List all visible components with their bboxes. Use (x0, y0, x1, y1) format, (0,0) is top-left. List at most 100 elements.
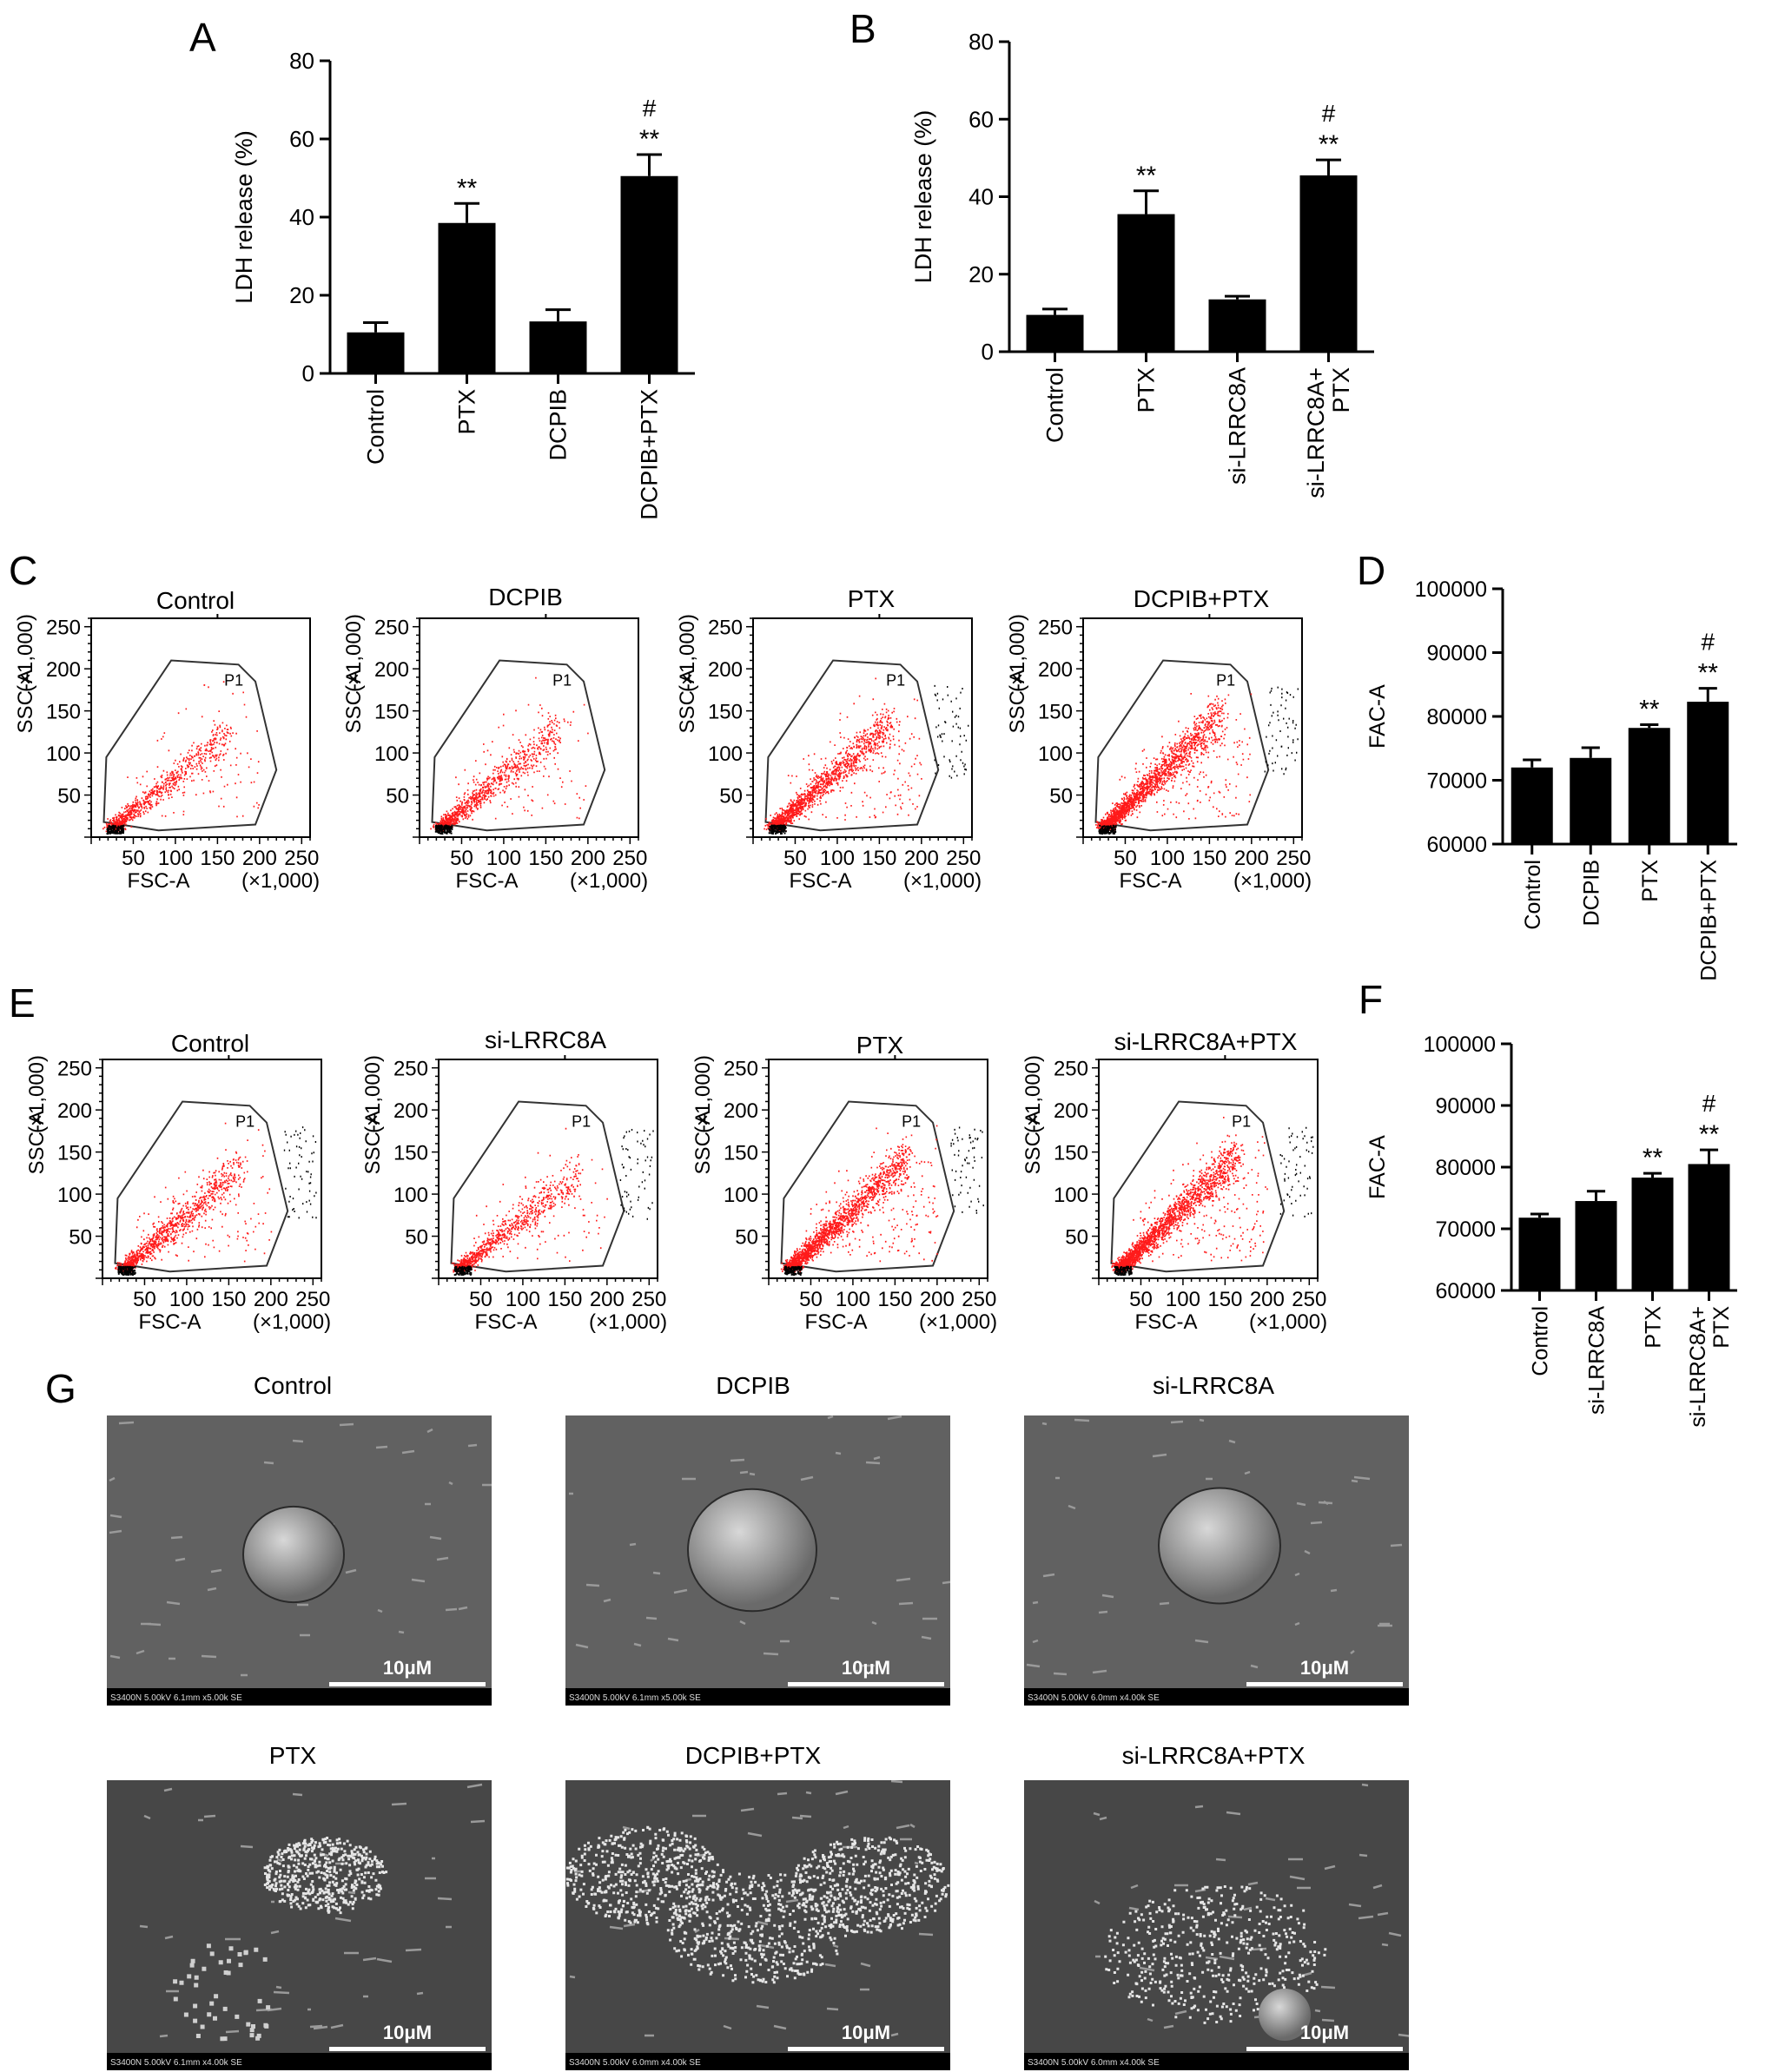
y-tick-label: 150 (46, 701, 81, 724)
y-tick-label: 100 (708, 742, 743, 766)
x-tick-label: 150 (211, 1288, 246, 1311)
gate-label: P1 (235, 1113, 255, 1131)
bar (620, 175, 678, 373)
sem-small-particles (173, 1943, 271, 2042)
sem-scale-label: 10μM (383, 2022, 432, 2043)
x-tick-label-group: si-LRRC8A (1225, 367, 1251, 485)
flow-plot-e-2: 50 100 150 200 250 50 100 150 200 250 FSC-A (×1,000… (361, 1055, 667, 1334)
gate-label: P1 (886, 672, 905, 690)
y-tick-label: 50 (1049, 785, 1073, 808)
x-tick-label: 200 (920, 1288, 955, 1311)
panel-letter-c: C (9, 548, 38, 593)
x-tick-label: 100 (1166, 1288, 1200, 1311)
flow-e-title-4: si-LRRC8A+PTX (1114, 1028, 1298, 1055)
y-axis-unit: (×1,000) (361, 1055, 385, 1133)
x-tick-label: PTX (454, 389, 480, 435)
y-axis-label: SSC-A (25, 1111, 49, 1174)
y-tick-label: 200 (1054, 1099, 1088, 1123)
y-tick-label: 250 (708, 617, 743, 640)
hash-marker: # (643, 95, 657, 122)
x-tick-label: DCPIB+PTX (637, 389, 663, 520)
x-axis-label: FSC-A (139, 1310, 202, 1334)
gate-p1 (764, 659, 940, 832)
x-axis-label: FSC-A (128, 869, 190, 893)
y-tick-label: 50 (386, 785, 409, 808)
bar (1688, 1164, 1730, 1290)
x-tick-label: 200 (1234, 847, 1269, 870)
significance-marker: ** (1699, 1120, 1720, 1149)
x-tick-label: 50 (122, 847, 145, 870)
scatter-points-ungated (1114, 1126, 1314, 1277)
sem-info-bar (565, 1688, 950, 1706)
x-tick-label: 50 (469, 1288, 492, 1311)
x-tick-label: 200 (254, 1288, 288, 1311)
scatter-points-gated (102, 681, 260, 833)
x-tick-label: 50 (783, 847, 807, 870)
gate-p1 (114, 1100, 289, 1273)
y-tick-label: 60000 (1435, 1279, 1496, 1303)
x-axis-unit: (×1,000) (241, 869, 320, 893)
y-tick-label: 250 (1038, 617, 1073, 640)
y-axis-unit: (×1,000) (14, 614, 37, 692)
x-tick-label-group: si-LRRC8A (1585, 1306, 1610, 1415)
significance-marker: ** (1639, 696, 1660, 724)
flow-c-title-3: PTX (847, 585, 896, 612)
gate-label: P1 (224, 672, 243, 690)
x-axis-unit: (×1,000) (253, 1310, 331, 1334)
y-tick-label: 100 (57, 1184, 92, 1207)
hash-marker: # (1701, 629, 1715, 656)
x-tick-label: 100 (836, 1288, 870, 1311)
flow-e-title-3: PTX (856, 1032, 904, 1059)
x-axis-label: FSC-A (475, 1310, 538, 1334)
x-axis-label: FSC-A (456, 869, 519, 893)
y-axis-unit: (×1,000) (25, 1055, 49, 1133)
y-tick-label: 40 (289, 204, 314, 230)
sem-cell (1158, 1487, 1281, 1605)
significance-marker: ** (1643, 1144, 1663, 1172)
x-tick-label: si-LRRC8A (1585, 1306, 1610, 1415)
bar (1570, 757, 1612, 844)
y-axis-unit: (×1,000) (342, 614, 366, 692)
x-tick-label: DCPIB+PTX (1696, 860, 1721, 981)
flow-plot-e-4: 50 100 150 200 250 50 100 150 200 250 FSC-A (×1,000… (1021, 1055, 1327, 1334)
y-tick-label: 200 (393, 1099, 428, 1123)
x-tick-label-group: DCPIB (1579, 860, 1603, 926)
scatter-points-ungated (453, 1129, 654, 1277)
gate-p1 (431, 659, 606, 832)
x-tick-label: 200 (904, 847, 939, 870)
y-axis-label: SSC-A (14, 670, 37, 733)
flow-plot-c-2: 50 100 150 200 250 50 100 150 200 250 FSC-A (×1,000… (342, 614, 648, 893)
y-tick-label: 150 (1054, 1142, 1088, 1165)
y-tick-label: 100000 (1424, 1033, 1496, 1057)
significance-marker: ** (1136, 162, 1157, 190)
y-tick-label: 250 (724, 1058, 758, 1081)
bar (1687, 702, 1729, 844)
y-tick-label: 200 (57, 1099, 92, 1123)
sem-scale-bar (788, 2047, 944, 2051)
bar (438, 222, 496, 373)
y-tick-label: 100 (1038, 742, 1073, 766)
x-tick-label: 150 (528, 847, 563, 870)
y-axis-label: SSC-A (342, 670, 366, 733)
y-tick-label: 200 (724, 1099, 758, 1123)
y-axis-label: SSC-A (1006, 670, 1029, 733)
x-tick-label-group: Control (1529, 1306, 1553, 1376)
x-tick-label: Control (1521, 860, 1545, 930)
y-tick-label: 150 (1038, 701, 1073, 724)
gate-label: P1 (572, 1113, 591, 1131)
gate-p1 (780, 1100, 955, 1273)
x-tick-label: Control (1529, 1306, 1553, 1376)
sem-title-si-lrrc8a-ptx: si-LRRC8A+PTX (1121, 1742, 1306, 1769)
significance-marker: ** (457, 174, 478, 202)
y-tick-label: 80 (289, 48, 314, 74)
sem-image-si-lrrc8a: S3400N 5.00kV 6.0mm x4.00k SE 10μM (1024, 1415, 1409, 1706)
y-tick-label: 0 (982, 339, 994, 365)
bar (1117, 214, 1175, 352)
y-tick-label: 20 (289, 282, 314, 308)
hash-marker: # (1702, 1090, 1716, 1117)
y-tick-label: 70000 (1435, 1217, 1496, 1242)
x-axis-label: FSC-A (1120, 869, 1182, 893)
scatter-points-ungated (117, 1126, 317, 1276)
x-tick-label: 150 (547, 1288, 582, 1311)
x-tick-label: 100 (158, 847, 193, 870)
